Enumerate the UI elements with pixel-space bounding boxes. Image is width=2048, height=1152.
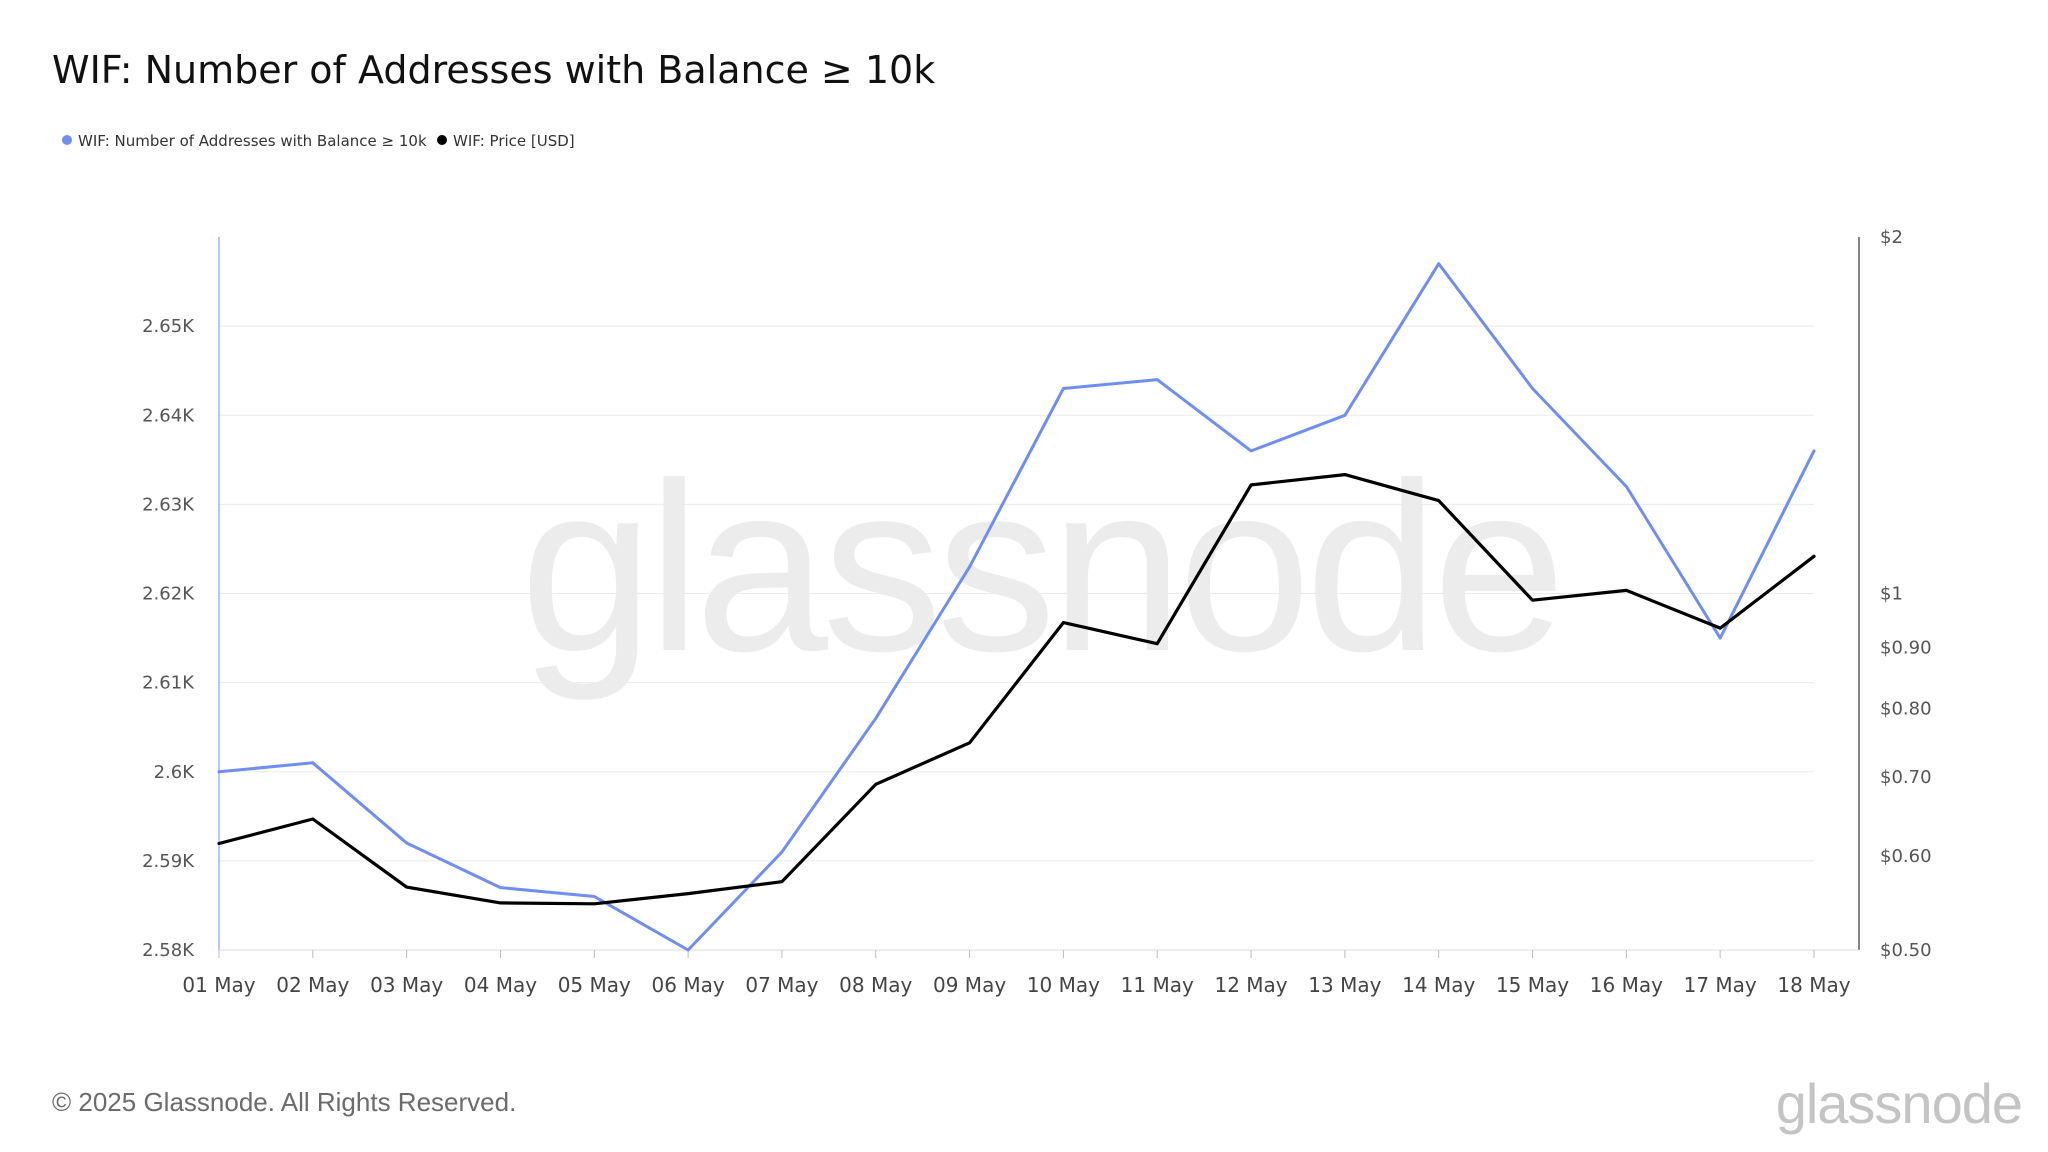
left-tick-label: 2.58K [142, 940, 195, 961]
x-tick-label: 17 May [1684, 973, 1757, 997]
right-tick-label: $0.50 [1880, 940, 1932, 961]
glassnode-logo: glassnode [1776, 1072, 2022, 1135]
left-axis-ticks: 2.58K 2.59K 2.6K 2.61K 2.62K 2.63K 2.64K 2.65K [142, 316, 195, 961]
x-tick-label: 16 May [1590, 973, 1663, 997]
series-line-price[interactable] [217, 473, 1816, 906]
x-tick-label: 04 May [464, 973, 537, 997]
legend-item-addresses[interactable]: WIF: Number of Addresses with Balance ≥ … [62, 132, 427, 150]
right-tick-label: $1 [1880, 584, 1903, 605]
watermark: glassnode [520, 433, 1560, 701]
left-tick-label: 2.59K [142, 851, 195, 872]
x-tick-label: 06 May [652, 973, 725, 997]
left-tick-label: 2.6K [154, 762, 196, 783]
legend-label-price: WIF: Price [USD] [453, 132, 575, 150]
chart-title: WIF: Number of Addresses with Balance ≥ … [52, 48, 935, 92]
x-tick-label: 15 May [1496, 973, 1569, 997]
x-tick-label: 12 May [1214, 973, 1287, 997]
x-tick-label: 08 May [839, 973, 912, 997]
x-tick-label: 02 May [276, 973, 349, 997]
left-tick-label: 2.61K [142, 673, 195, 694]
grid [219, 325, 1814, 862]
x-tick-label: 18 May [1777, 973, 1850, 997]
x-tick-label: 09 May [933, 973, 1006, 997]
legend: WIF: Number of Addresses with Balance ≥ … [62, 132, 575, 150]
left-tick-label: 2.65K [142, 316, 195, 337]
right-tick-label: $0.80 [1880, 698, 1932, 719]
left-tick-label: 2.62K [142, 584, 195, 605]
legend-label-addresses: WIF: Number of Addresses with Balance ≥ … [78, 132, 427, 150]
series-lines [217, 262, 1816, 952]
axes [218, 237, 1860, 951]
x-tick-label: 03 May [370, 973, 443, 997]
right-tick-label: $0.70 [1880, 767, 1932, 788]
right-tick-label: $0.60 [1880, 846, 1932, 867]
x-axis-ticks: 01 May 02 May 03 May 04 May 05 May 06 May 07 M… [182, 950, 1851, 997]
right-axis-ticks: $0.50 $0.60 $0.70 $0.80 $0.90 $1 $2 [1880, 227, 1932, 961]
x-tick-label: 14 May [1402, 973, 1475, 997]
x-tick-label: 10 May [1027, 973, 1100, 997]
x-tick-label: 13 May [1308, 973, 1381, 997]
legend-item-price[interactable]: WIF: Price [USD] [437, 132, 575, 150]
left-tick-label: 2.63K [142, 494, 195, 515]
x-tick-label: 11 May [1121, 973, 1194, 997]
right-tick-label: $2 [1880, 227, 1903, 248]
legend-marker-price [437, 135, 447, 145]
left-tick-label: 2.64K [142, 405, 195, 426]
series-line-addresses[interactable] [217, 262, 1816, 952]
right-tick-label: $0.90 [1880, 638, 1932, 659]
x-tick-label: 07 May [745, 973, 818, 997]
legend-marker-addresses [62, 135, 72, 145]
x-tick-label: 01 May [182, 973, 255, 997]
copyright-text: © 2025 Glassnode. All Rights Reserved. [52, 1087, 516, 1117]
x-tick-label: 05 May [558, 973, 631, 997]
